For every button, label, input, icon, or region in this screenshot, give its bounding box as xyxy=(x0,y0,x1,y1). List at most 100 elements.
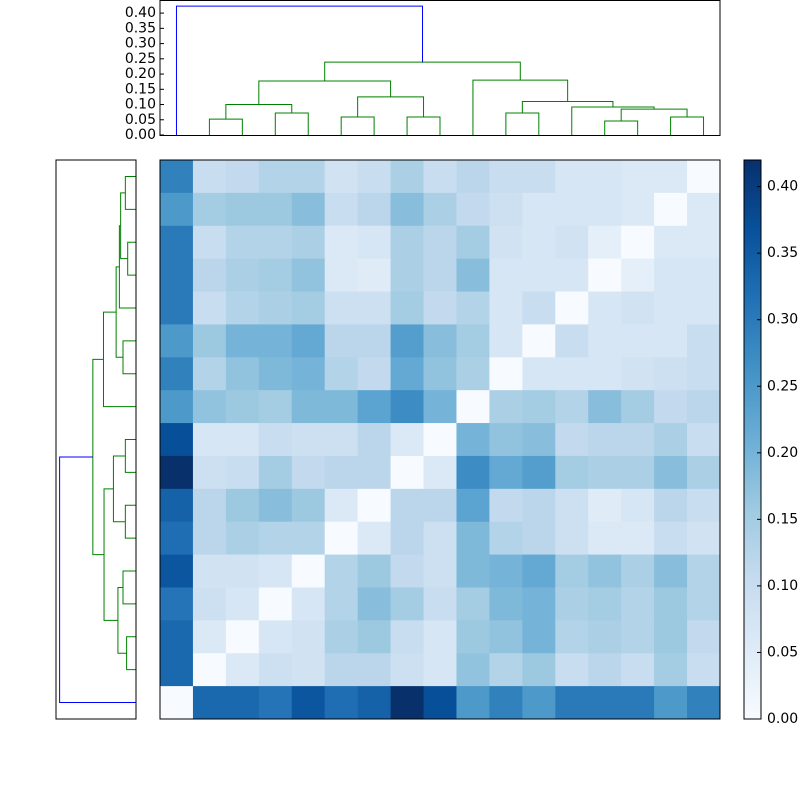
heatmap-cell xyxy=(621,521,655,556)
dendrogram-link xyxy=(112,455,126,523)
heatmap-cell xyxy=(291,455,326,490)
dendrogram-link xyxy=(324,61,521,82)
dendrogram-link xyxy=(59,456,136,704)
heatmap-cell xyxy=(258,258,293,293)
heatmap-cell xyxy=(258,160,293,194)
heatmap-cell xyxy=(621,258,655,293)
heatmap-cell xyxy=(456,390,490,424)
heatmap-cell xyxy=(390,225,425,260)
heatmap-cell xyxy=(390,620,425,654)
heatmap-cell xyxy=(390,686,425,720)
heatmap-cell xyxy=(456,192,490,227)
heatmap-cell xyxy=(225,390,260,424)
heatmap-cell xyxy=(192,390,227,424)
heatmap-cell xyxy=(555,423,589,457)
heatmap-cell xyxy=(192,357,227,391)
heatmap-cell xyxy=(225,587,260,621)
heatmap-cell xyxy=(588,521,622,556)
heatmap-cell xyxy=(654,455,688,490)
heatmap-cell xyxy=(225,455,260,490)
dendrogram-link xyxy=(505,112,540,135)
y-tick-label: 0.25 xyxy=(125,51,156,67)
heatmap-cell xyxy=(621,291,655,325)
heatmap-cell xyxy=(357,423,392,457)
heatmap-cell xyxy=(291,390,326,424)
heatmap-cell xyxy=(390,423,425,457)
heatmap-cell xyxy=(423,225,457,260)
heatmap-cell xyxy=(654,225,688,260)
heatmap-cell xyxy=(160,620,194,654)
heatmap-cell xyxy=(192,686,227,720)
heatmap-cell xyxy=(291,423,326,457)
heatmap-cell xyxy=(160,554,194,588)
heatmap-cell xyxy=(555,554,589,588)
heatmap-cell xyxy=(258,521,293,556)
heatmap-cell xyxy=(621,455,655,490)
heatmap-cell xyxy=(160,258,194,293)
heatmap-cell xyxy=(456,554,490,588)
heatmap-cell xyxy=(654,653,688,687)
heatmap-cell xyxy=(390,554,425,588)
heatmap-cell xyxy=(423,423,457,457)
heatmap-cell xyxy=(390,653,425,687)
heatmap-cell xyxy=(357,357,392,391)
heatmap-cell xyxy=(291,357,326,391)
heatmap-cell xyxy=(192,291,227,325)
heatmap-cell xyxy=(621,587,655,621)
y-tick-label: 0.10 xyxy=(125,97,156,113)
heatmap-cell xyxy=(258,620,293,654)
heatmap-cell xyxy=(324,521,359,556)
heatmap-cell xyxy=(654,620,688,654)
dendrogram-link xyxy=(225,104,293,120)
dendrogram-link xyxy=(124,439,136,473)
heatmap-cell xyxy=(160,488,194,523)
heatmap-cell xyxy=(687,291,721,325)
heatmap-cell xyxy=(522,686,556,720)
heatmap-cell xyxy=(160,587,194,621)
heatmap-cell xyxy=(456,488,490,523)
y-tick-label: 0.05 xyxy=(125,112,156,128)
heatmap-cell xyxy=(225,357,260,391)
heatmap-cell xyxy=(687,225,721,260)
heatmap-cell xyxy=(192,653,227,687)
heatmap-cell xyxy=(522,587,556,621)
heatmap-cell xyxy=(687,423,721,457)
heatmap-cell xyxy=(357,587,392,621)
dendrogram-frame xyxy=(159,0,721,136)
heatmap-cell xyxy=(522,488,556,523)
heatmap-cell xyxy=(390,324,425,358)
heatmap-cell xyxy=(588,225,622,260)
colorbar-tick-label: 0.15 xyxy=(767,511,798,527)
heatmap-cell xyxy=(489,291,523,325)
heatmap-cell xyxy=(555,324,589,358)
heatmap-cell xyxy=(423,554,457,588)
heatmap-cell xyxy=(588,423,622,457)
heatmap-cell xyxy=(160,192,194,227)
heatmap-cell xyxy=(555,521,589,556)
heatmap-cell xyxy=(324,291,359,325)
heatmap-cell xyxy=(522,160,556,194)
heatmap-cell xyxy=(555,291,589,325)
colorbar-tick-label: 0.05 xyxy=(767,644,798,660)
heatmap-cell xyxy=(160,455,194,490)
heatmap-cell xyxy=(291,686,326,720)
heatmap-cell xyxy=(687,488,721,523)
heatmap-cell xyxy=(489,488,523,523)
heatmap-cell xyxy=(621,192,655,227)
heatmap-cell xyxy=(291,554,326,588)
heatmap-cell xyxy=(390,488,425,523)
heatmap-cell xyxy=(192,160,227,194)
heatmap-cell xyxy=(654,291,688,325)
heatmap-cell xyxy=(160,160,194,194)
heatmap-cell xyxy=(225,291,260,325)
heatmap-cell xyxy=(489,521,523,556)
heatmap-cell xyxy=(357,160,392,194)
heatmap-cell xyxy=(687,357,721,391)
heatmap-cell xyxy=(423,653,457,687)
heatmap-cell xyxy=(621,423,655,457)
heatmap-cell xyxy=(357,291,392,325)
heatmap-cell xyxy=(324,390,359,424)
heatmap-cell xyxy=(621,488,655,523)
dendrogram-link xyxy=(258,80,392,105)
heatmap-cell xyxy=(522,192,556,227)
